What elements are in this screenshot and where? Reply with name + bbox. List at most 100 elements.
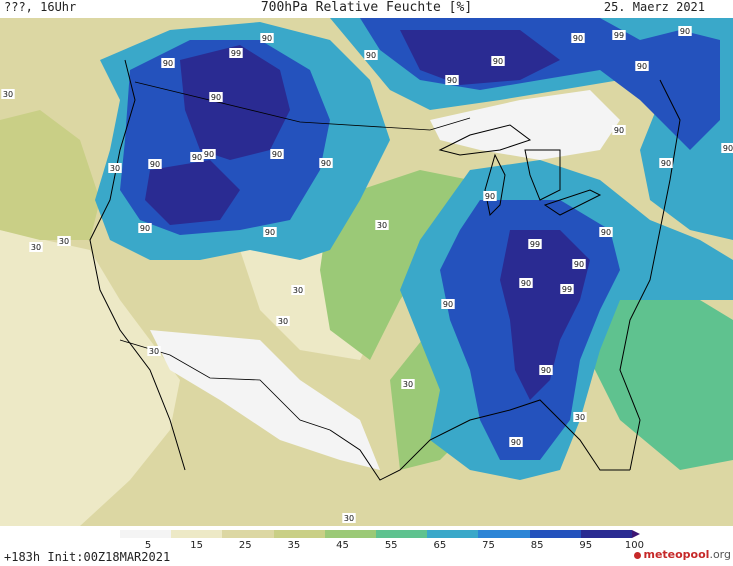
brand-name: meteopool <box>643 548 710 561</box>
contour-label: 30 <box>377 221 387 230</box>
contour-label: 90 <box>493 57 503 66</box>
colorbar-segment <box>376 530 428 538</box>
contour-label-bg <box>270 149 284 159</box>
dry-area-greatlakes <box>430 90 620 160</box>
contour-label-bg <box>260 33 274 43</box>
contour-label: 90 <box>521 279 531 288</box>
contour-label: 90 <box>265 228 275 237</box>
contour-label-bg <box>401 379 415 389</box>
contour-label-bg <box>635 61 649 71</box>
contour-label: 30 <box>293 286 303 295</box>
contour-label-bg <box>276 316 290 326</box>
contour-label-bg <box>209 92 223 102</box>
saturated-core-west <box>180 45 290 160</box>
contour-label-bg <box>573 412 587 422</box>
contour-label-bg <box>342 513 356 523</box>
humidity-map: 90 99 90 90 90 90 90 90 90 90 90 30 30 30 30 30 30 30 90 90… <box>0 18 733 526</box>
contour-label: 90 <box>574 260 584 269</box>
contour-label: 90 <box>150 160 160 169</box>
contour-label-bg <box>659 158 673 168</box>
contour-label-bg <box>190 152 204 162</box>
contour-label-bg <box>375 220 389 230</box>
contour-label-bg <box>612 125 626 135</box>
contour-label: 90 <box>443 300 453 309</box>
contour-label-bg <box>560 284 574 294</box>
colorbar-tick-label: 25 <box>238 540 252 551</box>
dry-area-west <box>0 230 180 526</box>
coastline-east <box>619 79 681 471</box>
contour-label: 90 <box>614 126 624 135</box>
contour-label-bg <box>291 285 305 295</box>
contour-label: 90 <box>272 150 282 159</box>
contour-label: 30 <box>344 514 354 523</box>
contour-label: 90 <box>262 34 272 43</box>
saturated-core-west-2 <box>145 160 240 225</box>
contour-label: 90 <box>661 159 671 168</box>
contour-label: 90 <box>485 192 495 201</box>
colorbar-tick-label: 15 <box>190 540 203 551</box>
contour-label: 30 <box>110 164 120 173</box>
contour-label-bg <box>263 227 277 237</box>
contour-label: 90 <box>140 224 150 233</box>
brand-suffix: .org <box>709 548 731 561</box>
lake-superior <box>438 124 532 156</box>
contour-label: 99 <box>530 240 540 249</box>
colorbar-tick-label: 65 <box>433 540 447 551</box>
contour-label: 90 <box>204 150 214 159</box>
contour-label: 90 <box>366 51 376 60</box>
colorbar-end-arrow <box>632 530 640 538</box>
saturated-core-north <box>400 30 560 85</box>
contour-label-bg <box>491 56 505 66</box>
contour-label: 30 <box>575 413 585 422</box>
colorbar-segment <box>478 530 531 538</box>
contour-label-bg <box>483 191 497 201</box>
colorbar-tick-label: 35 <box>287 540 301 551</box>
colorbar-tick-label: 75 <box>482 540 495 551</box>
coastline-west <box>89 59 186 471</box>
colorbar-tick-label: 95 <box>579 540 593 551</box>
contour-label-bg <box>445 75 459 85</box>
colorbar-tick-label: 85 <box>530 540 544 551</box>
contour-label: 30 <box>278 317 288 326</box>
forecast-info: +183h Init:00Z18MAR2021 <box>4 550 171 564</box>
contour-label-bg <box>161 58 175 68</box>
colorbar-segment <box>222 530 275 538</box>
colorbar-tick-label: 55 <box>384 540 398 551</box>
logo-icon <box>634 551 642 559</box>
dry-area-southwest <box>150 330 380 470</box>
contour-label-bg <box>612 30 626 40</box>
contour-label-bg <box>202 149 216 159</box>
green-band-east <box>590 280 733 470</box>
contour-label-bg <box>519 278 533 288</box>
contour-label: 30 <box>59 237 69 246</box>
contour-label-bg <box>108 163 122 173</box>
contour-label: 30 <box>149 347 159 356</box>
contour-label-bg <box>138 223 152 233</box>
contour-label-bg <box>1 89 15 99</box>
colorbar-tick-label: 100 <box>624 540 644 551</box>
contour-label-bg <box>229 48 243 58</box>
contour-label-bg <box>678 26 692 36</box>
contour-label: 90 <box>163 59 173 68</box>
contour-label: 90 <box>541 366 551 375</box>
saturated-core-southeast <box>500 230 590 400</box>
contour-label-bg <box>509 437 523 447</box>
run-label: ???, 16Uhr <box>4 0 77 14</box>
contour-label-bg <box>539 365 553 375</box>
lake-huron <box>524 149 561 201</box>
contour-label: 30 <box>403 380 413 389</box>
legend: 5 15 25 35 45 55 65 75 85 95 100 +183h Init:00Z18M… <box>0 526 733 566</box>
contour-label: 90 <box>573 34 583 43</box>
contour-label-bg <box>57 236 71 246</box>
colorbar-segment <box>171 530 223 538</box>
contour-label-bg <box>599 227 613 237</box>
brand-logo[interactable]: meteopool.org <box>634 548 731 561</box>
contour-label-bg <box>364 50 378 60</box>
contour-label: 90 <box>680 27 690 36</box>
coastline-gulf <box>329 399 630 481</box>
lake-erie <box>543 189 602 216</box>
contour-label: 90 <box>511 438 521 447</box>
contour-label-bg <box>148 159 162 169</box>
contour-label: 30 <box>3 90 13 99</box>
colorbar-segment <box>580 530 633 538</box>
